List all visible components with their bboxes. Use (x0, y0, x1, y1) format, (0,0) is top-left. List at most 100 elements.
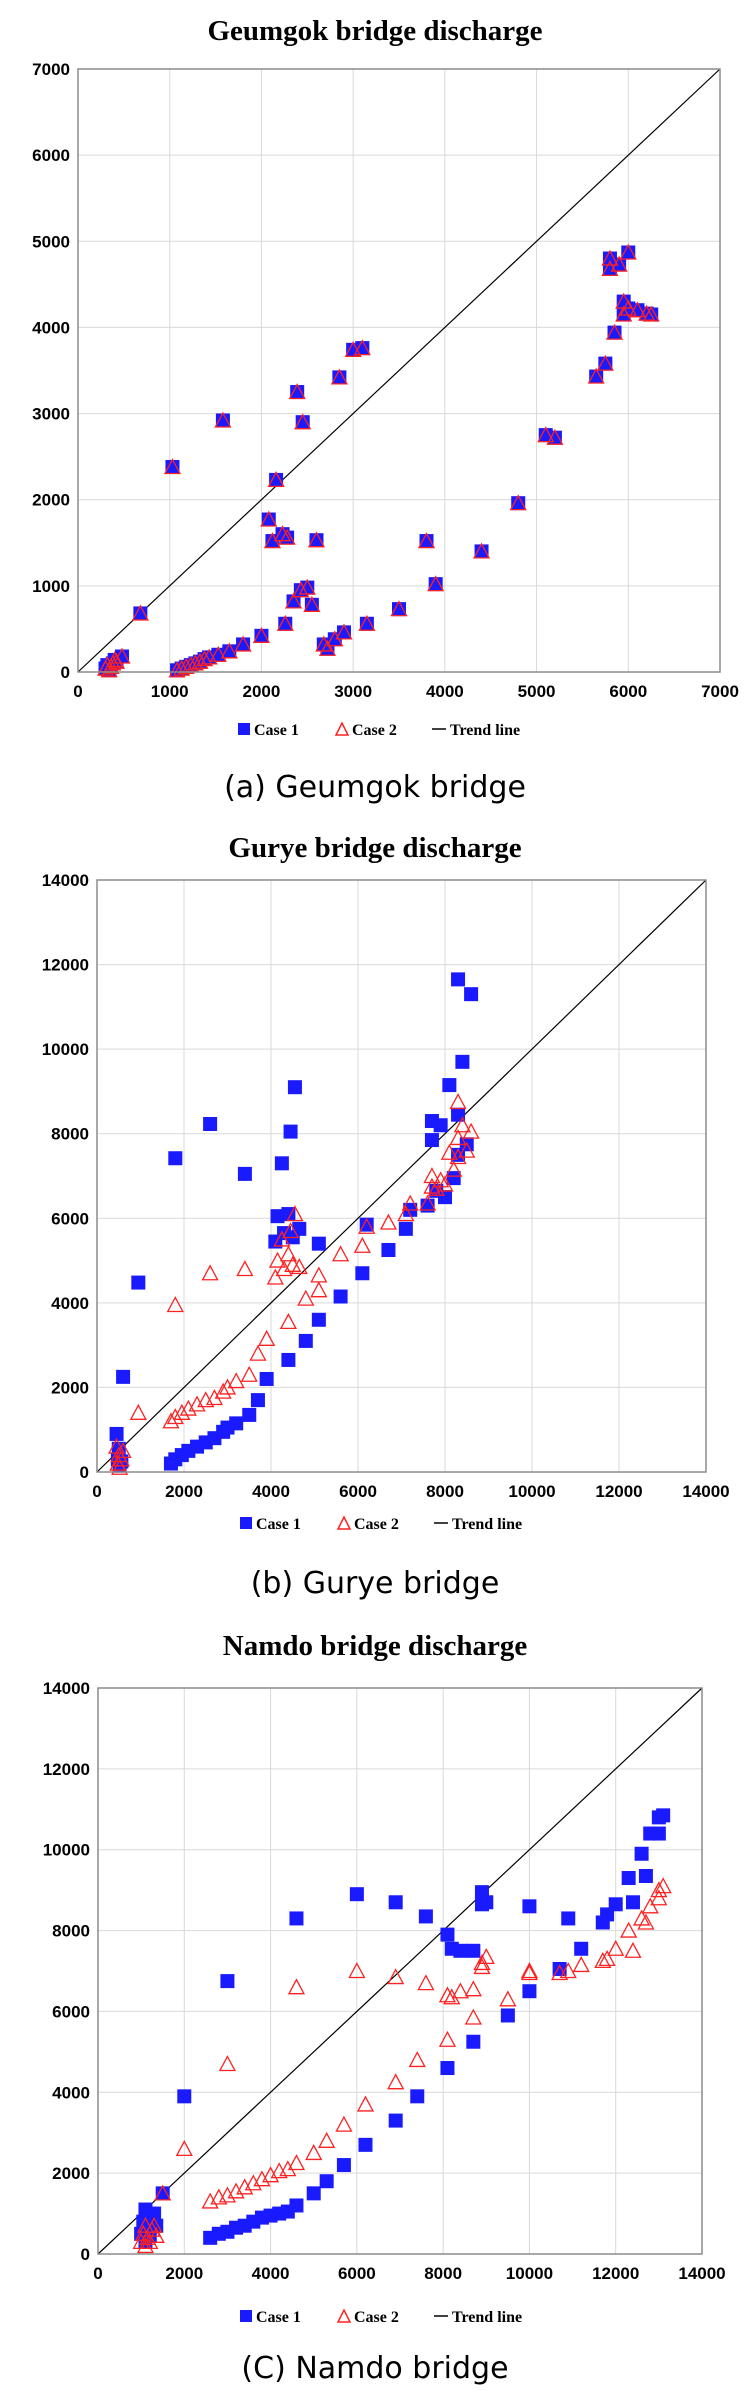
chart-legend: Case 1 Case 2 Trend line (238, 721, 520, 739)
case1-point (424, 1133, 439, 1148)
case2-point (601, 249, 619, 266)
case2-point (546, 428, 564, 445)
case1-point (634, 1846, 649, 1861)
case2-point (449, 1093, 467, 1110)
case2-point (279, 2160, 297, 2177)
case2-point (449, 1148, 467, 1165)
case2-point (261, 2166, 280, 2183)
x-tick-label: 7000 (701, 682, 739, 701)
x-tick-label: 6000 (609, 682, 647, 701)
case2-point (472, 542, 491, 559)
case2-point (284, 592, 303, 609)
case1-point (500, 2008, 515, 2023)
legend-label-case1: Case 1 (256, 2309, 301, 2326)
case1-point (286, 594, 301, 609)
case2-point (620, 1921, 638, 1938)
case2-point (310, 1266, 328, 1283)
case2-point (335, 623, 353, 640)
case1-point (109, 1426, 124, 1441)
plot-area-frame (77, 68, 721, 673)
x-tick-label: 6000 (338, 2264, 376, 2283)
y-tick-label: 8000 (51, 1125, 89, 1144)
y-tick-label: 14000 (43, 1679, 90, 1698)
case2-point (596, 354, 614, 371)
case2-point (419, 1194, 437, 1211)
case2-point (650, 1889, 668, 1906)
case2-point (214, 1382, 232, 1399)
case1-point (388, 2113, 403, 2128)
x-tick-label: 8000 (424, 2264, 462, 2283)
case1-point (638, 1868, 653, 1883)
y-tick-label: 12000 (43, 1760, 90, 1779)
geumgok-chart-panel: Geumgok bridge discharge 0 1000 2000 3000 40… (32, 15, 739, 805)
case2-point (286, 1205, 304, 1222)
case2-point (451, 1982, 469, 1999)
case2-point (464, 1980, 482, 1997)
case2-point (132, 2232, 150, 2250)
case2-point (348, 1962, 366, 1979)
case2-point (279, 1313, 297, 1330)
case2-point (154, 2184, 172, 2201)
case1-point (438, 1190, 452, 1205)
case1-point (236, 637, 251, 652)
case2-point (175, 2140, 193, 2157)
case2-point (344, 340, 362, 357)
x-tick-label: 0 (92, 1482, 101, 1501)
case1-point (261, 512, 276, 527)
case1-point (336, 2158, 351, 2173)
case2-point (134, 2224, 152, 2241)
case2-point (287, 1978, 306, 1995)
y-tick-label: 6000 (32, 146, 70, 165)
case1-point (281, 1352, 296, 1367)
case2-point (423, 1167, 441, 1184)
case2-point (305, 2144, 323, 2161)
case2-point (572, 1956, 590, 1973)
x-tick-label: 0 (73, 682, 82, 701)
case2-point (201, 1264, 219, 1281)
y-tick-label: 8000 (52, 1922, 90, 1941)
case1-point (621, 245, 636, 260)
case1-point (433, 1118, 448, 1133)
case2-point (432, 1171, 450, 1188)
case1-point (319, 2174, 334, 2189)
case2-point (273, 1230, 291, 1247)
case2-point (537, 426, 555, 443)
case2-point (163, 458, 182, 475)
case1-point (625, 1895, 640, 1910)
case1-point (283, 1124, 298, 1139)
case1-point (522, 1899, 537, 1914)
case1-point (440, 1927, 455, 1942)
case2-point (332, 1245, 350, 1262)
case2-point (253, 2170, 271, 2187)
case2-point (162, 1412, 180, 1429)
case2-point (353, 1236, 371, 1253)
case2-point (297, 1289, 315, 1306)
y-tick-label: 1000 (32, 577, 70, 596)
case1-point (522, 1984, 537, 1999)
case2-point (244, 2174, 262, 2191)
case1-point (292, 1221, 307, 1236)
case1-point (349, 1887, 364, 1902)
case2-point (205, 1389, 224, 1406)
case2-point (113, 647, 131, 664)
case2-point (166, 1408, 184, 1425)
case1-point (381, 1243, 396, 1257)
legend-marker-case1 (238, 723, 250, 735)
figure-caption: (b) Gurye bridge (251, 1566, 500, 1601)
chart-legend: Case 1 Case 2 Trend line (240, 2308, 522, 2326)
case1-point (281, 1207, 296, 1222)
x-tick-label: 2000 (165, 2264, 203, 2283)
trend-line (97, 1687, 703, 2255)
y-tick-label: 4000 (32, 318, 70, 337)
x-tick-label: 2000 (243, 682, 281, 701)
case1-point (304, 597, 319, 612)
case1-point (453, 1943, 468, 1958)
x-tick-label: 12000 (592, 2264, 639, 2283)
case2-point (610, 255, 628, 272)
case2-point (408, 2051, 426, 2068)
figure-caption: (a) Geumgok bridge (224, 770, 526, 805)
y-tick-label: 5000 (32, 232, 70, 251)
case1-point (289, 1911, 304, 1926)
case1-point (203, 1116, 218, 1131)
case2-point (218, 1378, 237, 1395)
